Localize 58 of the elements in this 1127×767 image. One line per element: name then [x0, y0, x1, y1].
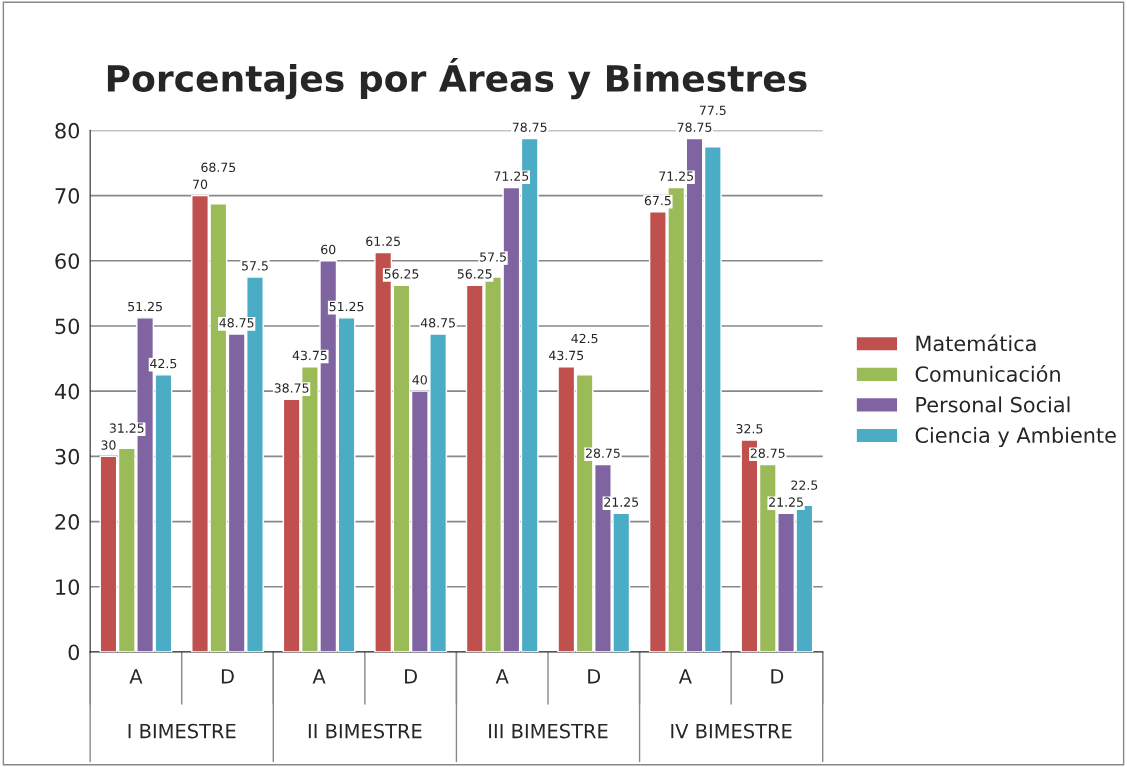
- legend-label: Ciencia y Ambiente: [915, 426, 1116, 448]
- data-label: 21.25: [604, 497, 639, 507]
- data-label: 48.75: [420, 318, 455, 328]
- data-label: 31.25: [109, 423, 144, 433]
- data-label: 21.25: [769, 497, 803, 507]
- legend-label: Personal Social: [916, 396, 1070, 413]
- data-label: 42.5: [150, 358, 177, 369]
- legend-label: Matemática: [916, 334, 1036, 352]
- data-label: 57.5: [242, 261, 268, 271]
- y-tick-label: 0: [68, 644, 80, 661]
- data-label: 57.5: [480, 252, 506, 262]
- y-tick-label: 30: [55, 448, 80, 465]
- data-label: 68.75: [201, 162, 236, 173]
- y-tick-label: 60: [55, 253, 80, 269]
- x-tick-label: D: [221, 669, 234, 684]
- data-label: 51.25: [128, 301, 162, 312]
- data-label: 43.75: [292, 350, 327, 361]
- data-label: 40: [412, 375, 427, 385]
- x-tick-label: D: [588, 669, 601, 684]
- chart-title: Porcentajes por Áreas y Bimestres: [107, 58, 807, 100]
- data-label: 22.5: [791, 480, 818, 490]
- data-label: 61.25: [366, 236, 400, 247]
- y-tick-label: 20: [55, 514, 80, 530]
- x-tick-label: A: [129, 669, 143, 684]
- legend-label: Comunicación: [915, 364, 1060, 382]
- data-label: 51.25: [329, 301, 364, 312]
- data-label: 42.5: [571, 333, 598, 344]
- text: III BIMESTRE: [489, 723, 608, 739]
- data-label: 30: [101, 440, 116, 450]
- text: II BIMESTRE: [308, 723, 422, 739]
- data-label: 60: [321, 244, 336, 255]
- x-tick-label: A: [678, 669, 692, 684]
- data-label: 43.75: [549, 350, 584, 361]
- data-label: 48.75: [219, 318, 254, 328]
- x-tick-label: A: [312, 669, 326, 684]
- y-tick-label: 10: [56, 579, 80, 595]
- y-tick-label: 70: [55, 188, 80, 204]
- x-tick-label: D: [405, 669, 417, 684]
- data-label: 78.75: [677, 122, 712, 132]
- data-label: 71.25: [494, 171, 529, 181]
- data-label: 71.25: [659, 171, 693, 181]
- data-label: 28.75: [585, 448, 620, 458]
- data-label: 78.75: [512, 122, 547, 132]
- text: IV BIMESTRE: [671, 723, 792, 739]
- y-tick-label: 80: [55, 122, 80, 139]
- y-tick-label: 40: [54, 383, 80, 400]
- data-label: 28.75: [750, 448, 785, 458]
- data-label: 56.25: [384, 269, 419, 279]
- data-label: 56.25: [457, 269, 492, 279]
- data-label: 32.5: [736, 424, 763, 434]
- data-label: 38.75: [274, 383, 309, 393]
- y-tick-label: 50: [55, 318, 80, 335]
- data-label: 77.5: [699, 105, 726, 115]
- text: I BIMESTRE: [128, 723, 236, 739]
- x-tick-label: D: [771, 669, 784, 684]
- x-tick-label: A: [495, 669, 509, 684]
- data-label: 67.5: [644, 195, 671, 206]
- data-label: 70: [193, 179, 208, 189]
